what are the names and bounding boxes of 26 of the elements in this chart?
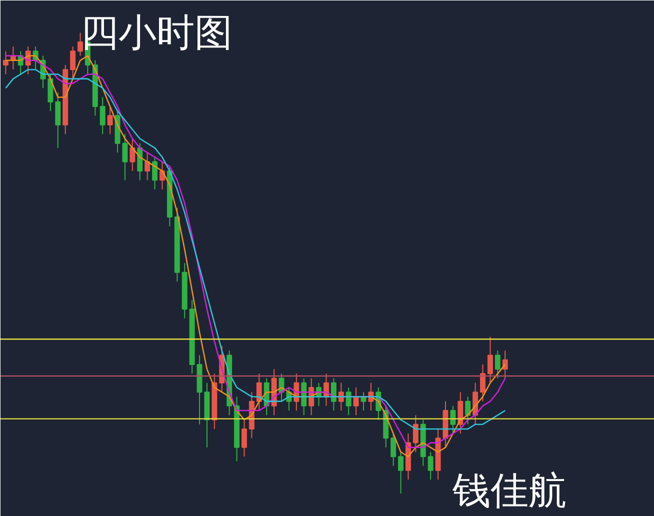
- candlestick: [70, 46, 76, 80]
- candlestick: [144, 152, 150, 181]
- candlestick: [398, 452, 404, 494]
- candlestick: [48, 74, 54, 112]
- candlestick: [390, 433, 396, 466]
- annotation: 钱佳航: [452, 468, 566, 512]
- candlestick: [480, 364, 486, 402]
- candlestick: [78, 32, 83, 56]
- candlestick: [330, 378, 336, 412]
- candlestick: [412, 414, 418, 452]
- candlestick: [152, 156, 158, 190]
- candlestick: [2, 50, 8, 75]
- candlestick: [55, 92, 61, 148]
- candlestick: [487, 336, 493, 384]
- candlestick: [450, 405, 456, 434]
- candlestick: [465, 396, 471, 425]
- candlestick: [346, 387, 352, 416]
- candlestick: [107, 106, 113, 135]
- candlestick: [353, 387, 359, 416]
- candlestick: [130, 138, 136, 172]
- chart-title: 四小时图: [80, 10, 232, 54]
- candlestick: [242, 419, 247, 458]
- candlestick: [100, 96, 106, 135]
- candlestick: [122, 134, 128, 181]
- candlestick: [428, 452, 434, 480]
- candlestick: [494, 350, 500, 379]
